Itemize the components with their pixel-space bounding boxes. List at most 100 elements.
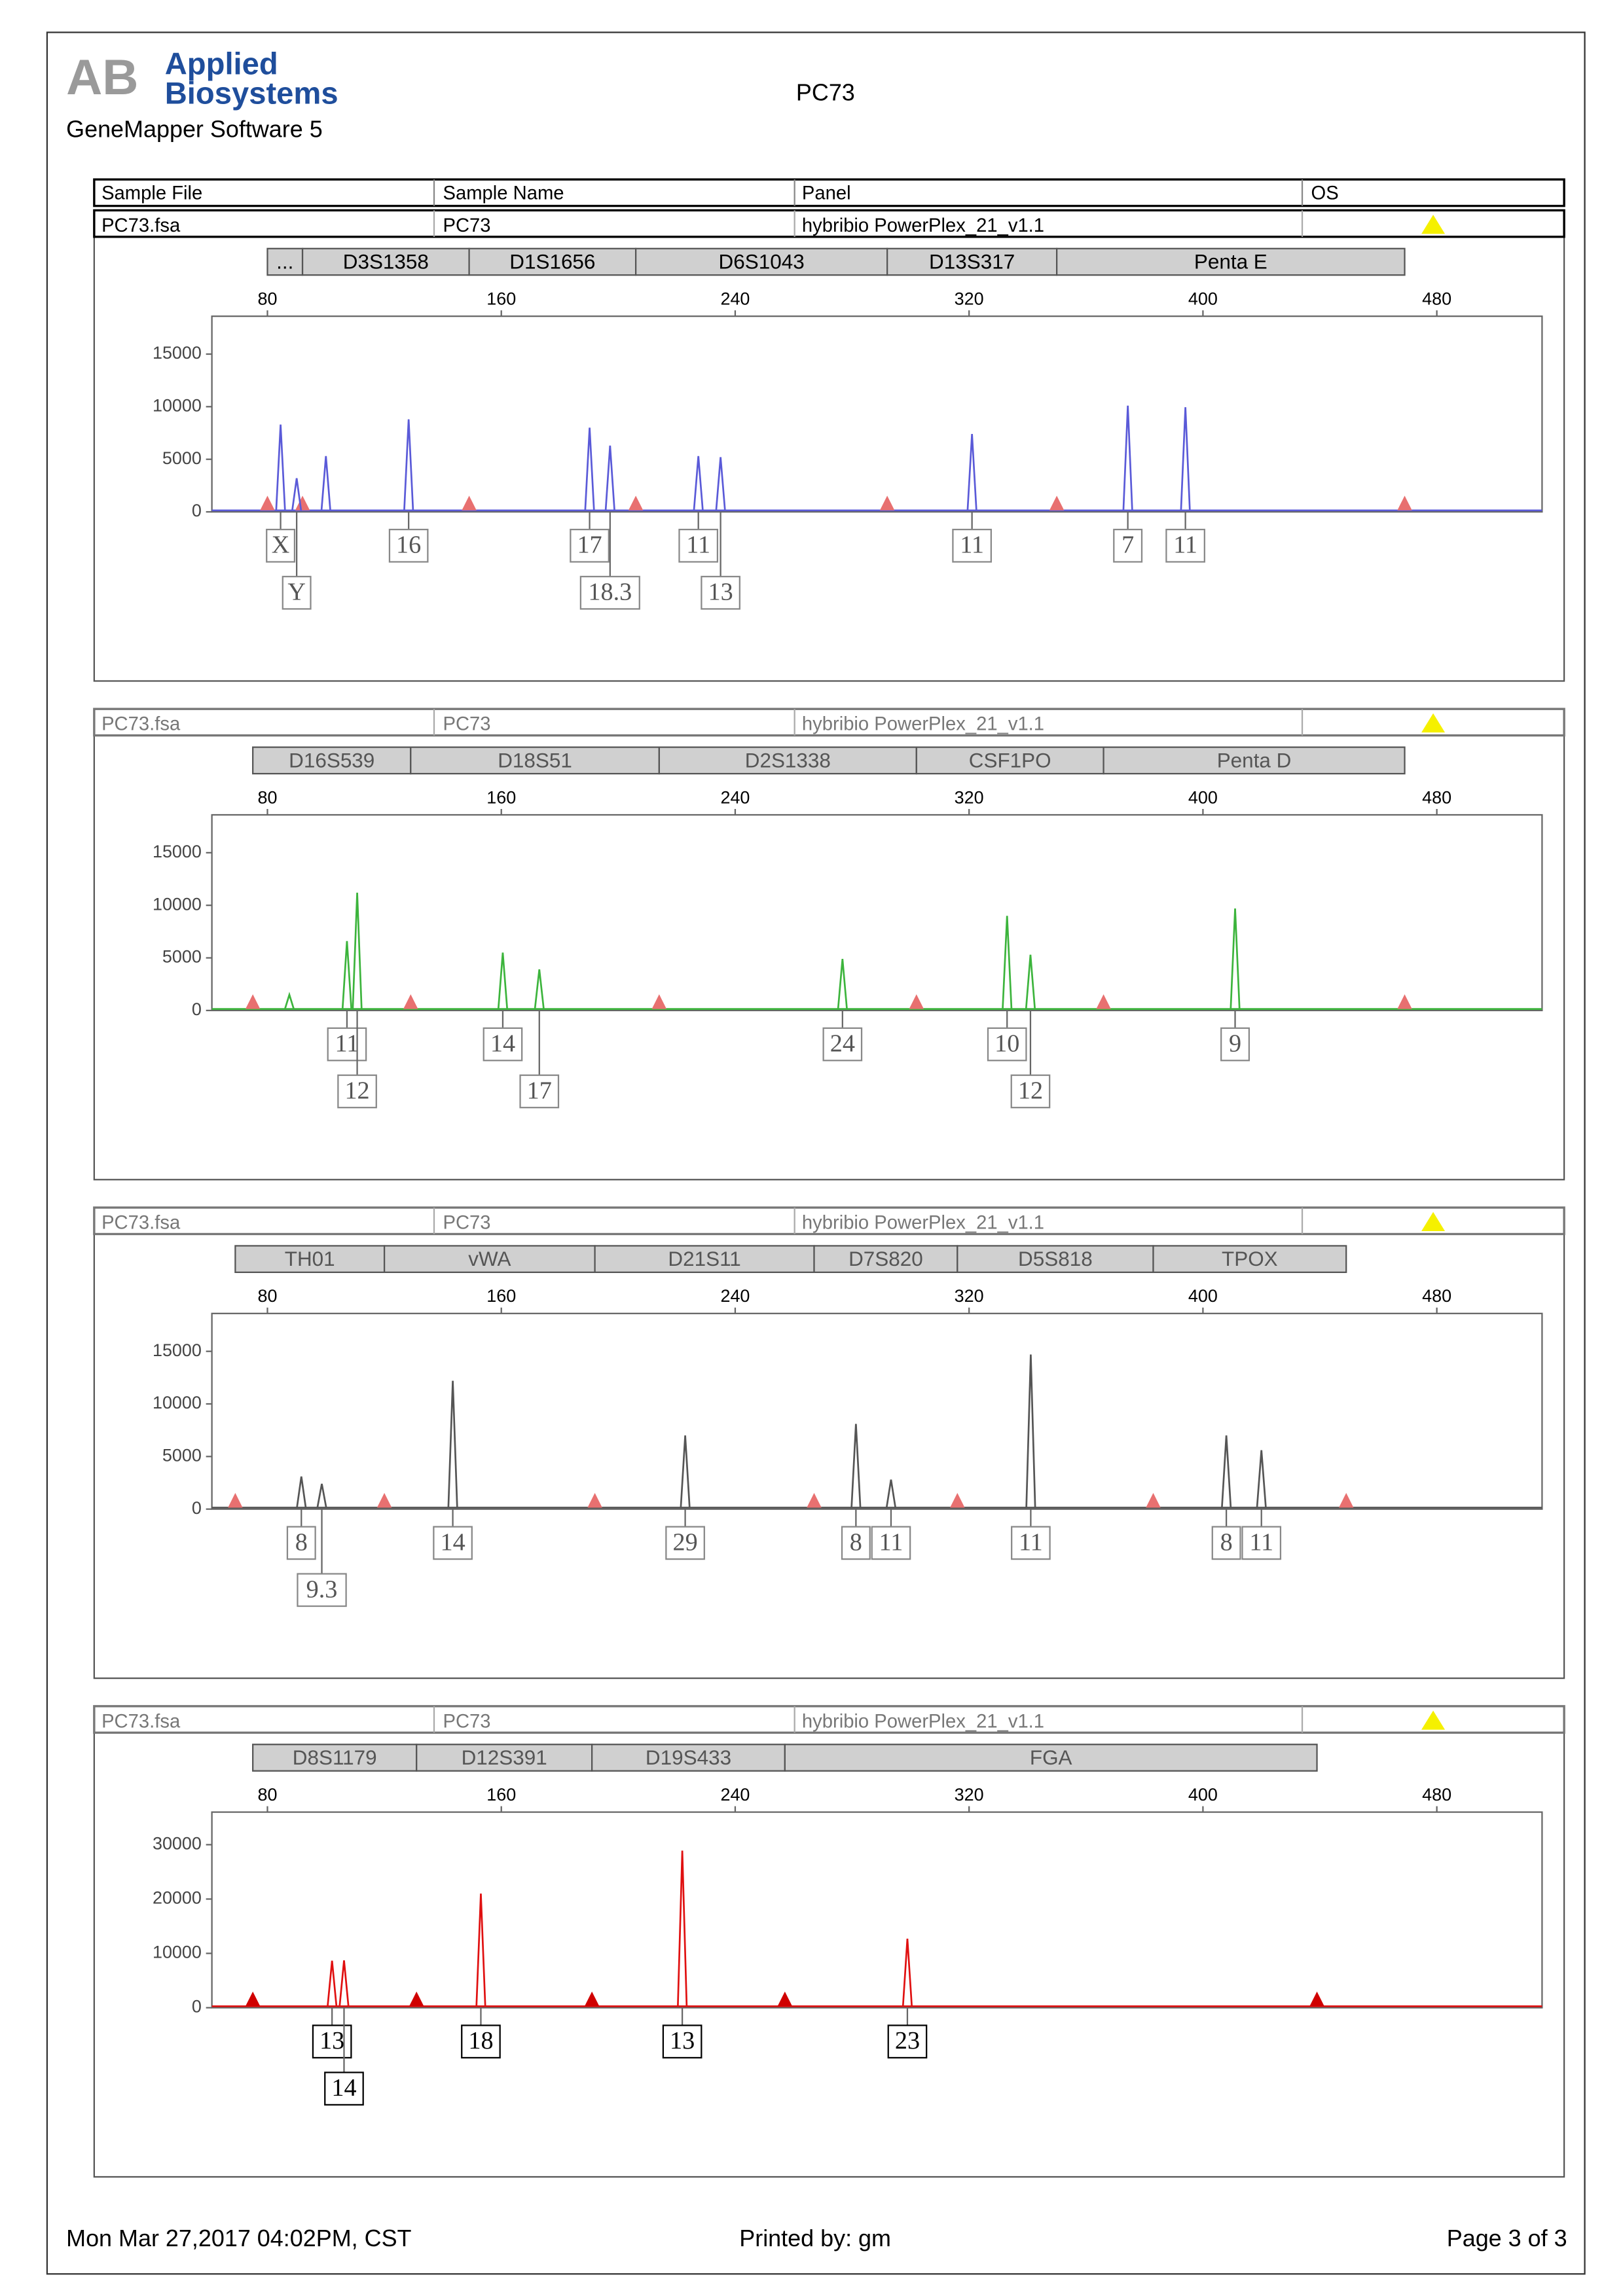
allele-box	[952, 528, 992, 563]
x-tick-label: 80	[257, 289, 277, 309]
y-tick-label: 20000	[153, 1888, 202, 1908]
allele-label: 12	[344, 1077, 369, 1104]
peak	[1002, 916, 1013, 1009]
plot-area	[211, 814, 1543, 1012]
peak	[316, 1483, 327, 1508]
column-label: Panel	[802, 183, 851, 204]
allele-label: 11	[1019, 1528, 1043, 1556]
sample-name: PC73	[443, 714, 490, 735]
allele-box	[519, 1074, 560, 1109]
locus-label: D3S1358	[343, 251, 429, 274]
allele-box	[266, 528, 296, 563]
x-tick-label: 320	[955, 1286, 984, 1306]
peak	[604, 445, 615, 511]
locus-label: CSF1PO	[969, 749, 1051, 772]
peak	[1256, 1450, 1267, 1508]
os-flag	[1421, 1211, 1446, 1231]
x-tick-label: 240	[720, 1785, 750, 1804]
locus-label: D12S391	[462, 1746, 547, 1769]
peak	[447, 1380, 458, 1508]
logo-mark: AB	[66, 50, 138, 105]
locus-bin	[915, 746, 1104, 775]
locus-label: D16S539	[289, 749, 374, 772]
panel-name: hybribio PowerPlex_21_v1.1	[802, 215, 1044, 236]
x-tick-label: 240	[720, 1286, 750, 1306]
peak	[1221, 1435, 1232, 1508]
locus-label: D19S433	[646, 1746, 731, 1769]
peak	[352, 892, 363, 1009]
y-tick-label: 10000	[153, 395, 202, 415]
size-marker	[807, 1492, 822, 1508]
allele-label: 8	[295, 1528, 308, 1556]
allele-label: 13	[670, 2027, 695, 2054]
peak	[275, 424, 286, 511]
page-border	[46, 31, 1586, 2275]
plot-area	[211, 1811, 1543, 2009]
allele-box	[1241, 1526, 1282, 1560]
locus-label: D6S1043	[719, 251, 805, 274]
allele-box	[1010, 1074, 1051, 1109]
peak	[1122, 405, 1133, 511]
x-tick-label: 400	[1188, 787, 1218, 807]
allele-box	[841, 1526, 871, 1560]
sample-file: PC73.fsa	[101, 1711, 181, 1732]
locus-label: D13S317	[929, 251, 1015, 274]
x-tick-label: 80	[257, 1286, 277, 1306]
allele-box	[1113, 528, 1143, 563]
peak	[677, 1850, 688, 2007]
locus-label: D1S1656	[509, 251, 595, 274]
y-tick-label: 5000	[162, 448, 202, 468]
size-marker	[1397, 994, 1412, 1009]
peak	[1025, 954, 1036, 1009]
allele-box	[678, 528, 719, 563]
size-marker	[228, 1492, 243, 1508]
y-tick-label: 0	[192, 1997, 202, 2017]
locus-label: D21S11	[668, 1247, 740, 1270]
peak	[584, 427, 595, 511]
x-tick-label: 320	[955, 787, 984, 807]
y-tick-label: 15000	[153, 1340, 202, 1360]
x-tick-label: 480	[1422, 1785, 1451, 1804]
locus-label: D2S1338	[745, 749, 831, 772]
y-tick-label: 0	[192, 999, 202, 1019]
allele-box	[286, 1526, 316, 1560]
allele-box	[1165, 528, 1205, 563]
locus-bin	[1152, 1245, 1347, 1274]
allele-label: X	[272, 531, 290, 559]
x-tick-label: 400	[1188, 1785, 1218, 1804]
peak	[837, 959, 848, 1009]
allele-label: Y	[287, 579, 306, 606]
locus-bin	[813, 1245, 958, 1274]
os-flag	[1421, 1710, 1446, 1730]
column-header	[93, 178, 1565, 207]
size-marker	[1096, 994, 1111, 1009]
allele-label: 14	[440, 1528, 465, 1556]
size-marker	[1338, 1492, 1354, 1508]
size-marker	[260, 495, 275, 511]
allele-box	[662, 2024, 702, 2059]
y-tick-label: 5000	[162, 947, 202, 967]
allele-label: 23	[895, 2027, 920, 2054]
x-tick-label: 480	[1422, 787, 1451, 807]
allele-box	[579, 575, 640, 610]
allele-box	[324, 2072, 364, 2106]
x-tick-label: 80	[257, 787, 277, 807]
locus-bin	[1103, 746, 1406, 775]
size-marker	[245, 994, 261, 1009]
x-tick-label: 160	[486, 289, 516, 309]
locus-bin	[301, 247, 470, 276]
locus-bin	[468, 247, 637, 276]
locus-label: D18S51	[498, 749, 572, 772]
peak	[1230, 908, 1241, 1009]
size-marker	[376, 1492, 392, 1508]
allele-box	[297, 1573, 347, 1607]
allele-label: 29	[672, 1528, 697, 1556]
allele-label: 11	[879, 1528, 903, 1556]
x-tick-label: 240	[720, 787, 750, 807]
locus-label: vWA	[468, 1247, 511, 1270]
allele-label: 14	[331, 2074, 356, 2102]
allele-box	[461, 2024, 501, 2059]
sample-file: PC73.fsa	[101, 714, 181, 735]
allele-label: 17	[527, 1077, 552, 1104]
